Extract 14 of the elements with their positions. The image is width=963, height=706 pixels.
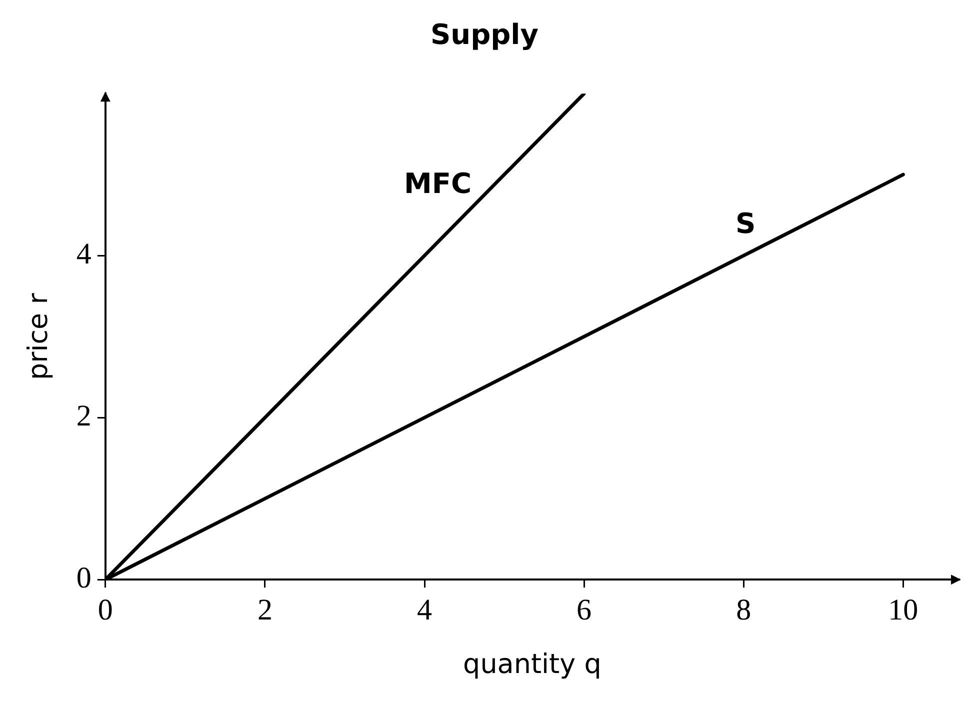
chart-title: Supply xyxy=(430,18,539,52)
y-tick-label: 4 xyxy=(76,237,92,270)
x-tick-label: 0 xyxy=(98,593,113,626)
y-axis-title: price r xyxy=(23,292,54,380)
y-tick-label: 0 xyxy=(76,561,92,594)
x-tick-label: 4 xyxy=(417,593,432,626)
x-tick-label: 10 xyxy=(888,593,918,626)
series-label: MFC xyxy=(404,166,472,200)
x-tick-label: 2 xyxy=(257,593,272,626)
x-axis-title: quantity q xyxy=(463,648,602,680)
y-tick-label: 2 xyxy=(76,399,92,432)
series-label: S xyxy=(736,206,756,240)
x-tick-label: 8 xyxy=(736,593,752,626)
x-tick-label: 6 xyxy=(576,593,592,626)
